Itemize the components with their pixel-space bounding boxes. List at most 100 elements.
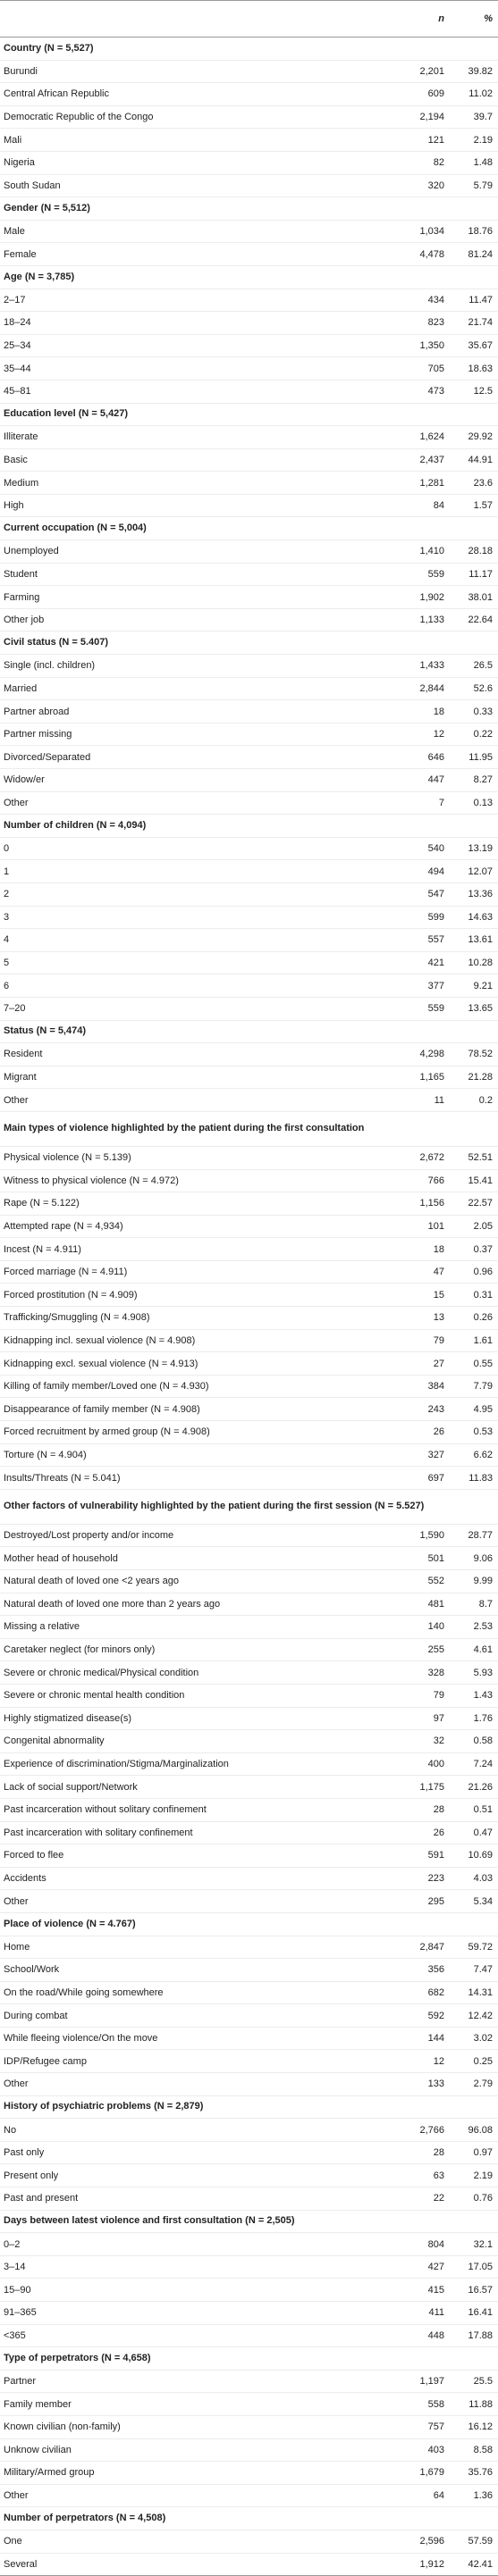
data-row: Kidnapping incl. sexual violence (N = 4.… [0, 1329, 498, 1353]
percent-cell: 1.57 [448, 494, 498, 518]
count-cell: 1,175 [391, 1775, 448, 1799]
data-row: Student 559 11.17 [0, 563, 498, 587]
row-label: Highly stigmatized disease(s) [0, 1707, 391, 1731]
percent-cell: 39.82 [448, 60, 498, 84]
data-row: Forced recruitment by armed group (N = 4… [0, 1420, 498, 1444]
row-label: <365 [0, 2324, 391, 2348]
count-cell: 448 [391, 2324, 448, 2348]
data-row: Mother head of household 501 9.06 [0, 1546, 498, 1570]
section-row: Current occupation (N = 5,004) [0, 516, 498, 541]
data-row: Past incarceration without solitary conf… [0, 1798, 498, 1822]
percent-cell: 14.31 [448, 1981, 498, 2005]
row-label: Severe or chronic medical/Physical condi… [0, 1660, 391, 1685]
count-cell: 11 [391, 1088, 448, 1112]
count-cell: 1,133 [391, 608, 448, 632]
row-label: Killing of family member/Loved one (N = … [0, 1375, 391, 1399]
section-title: Number of children (N = 4,094) [0, 814, 498, 838]
count-cell: 2,847 [391, 1936, 448, 1960]
percent-cell: 14.63 [448, 906, 498, 930]
percent-cell: 16.12 [448, 2415, 498, 2439]
data-row: Medium 1,281 23.6 [0, 471, 498, 495]
count-cell: 705 [391, 356, 448, 381]
data-row: No 2,766 96.08 [0, 2118, 498, 2142]
count-cell: 32 [391, 1729, 448, 1753]
data-row: Natural death of loved one <2 years ago 5… [0, 1569, 498, 1593]
row-label: Central African Republic [0, 82, 391, 106]
percent-cell: 28.77 [448, 1524, 498, 1548]
count-cell: 501 [391, 1546, 448, 1570]
count-cell: 1,590 [391, 1524, 448, 1548]
count-cell: 415 [391, 2278, 448, 2302]
section-title: Current occupation (N = 5,004) [0, 516, 498, 541]
count-cell: 79 [391, 1329, 448, 1353]
count-cell: 1,034 [391, 220, 448, 244]
percent-cell: 0.37 [448, 1237, 498, 1261]
percent-cell: 9.99 [448, 1569, 498, 1593]
row-label: Other [0, 791, 391, 815]
row-label: Student [0, 563, 391, 587]
data-row: Democratic Republic of the Congo 2,194 39.… [0, 105, 498, 130]
data-row: Other 64 1.36 [0, 2484, 498, 2508]
section-title: Status (N = 5,474) [0, 1020, 498, 1044]
data-row: Physical violence (N = 5.139) 2,672 52.51 [0, 1146, 498, 1170]
count-cell: 2,437 [391, 448, 448, 473]
data-row: Accidents 223 4.03 [0, 1867, 498, 1891]
percent-cell: 2.05 [448, 1215, 498, 1239]
row-label: Past only [0, 2141, 391, 2165]
section-row: Other factors of vulnerability highlight… [0, 1489, 498, 1525]
row-label: Nigeria [0, 151, 391, 175]
data-row: During combat 592 12.42 [0, 2003, 498, 2028]
row-label: Accidents [0, 1867, 391, 1891]
count-cell: 697 [391, 1466, 448, 1490]
row-label: Mother head of household [0, 1546, 391, 1570]
percent-cell: 0.2 [448, 1088, 498, 1112]
data-row: Witness to physical violence (N = 4.972)… [0, 1169, 498, 1193]
data-row: 35–44 705 18.63 [0, 356, 498, 381]
data-row: 3 599 14.63 [0, 906, 498, 930]
row-label: 7–20 [0, 997, 391, 1021]
row-label: Trafficking/Smuggling (N = 4.908) [0, 1306, 391, 1330]
percent-cell: 0.76 [448, 2187, 498, 2211]
row-label: No [0, 2118, 391, 2142]
count-cell: 12 [391, 723, 448, 747]
percent-cell: 0.58 [448, 1729, 498, 1753]
count-cell: 1,912 [391, 2553, 448, 2576]
count-cell: 552 [391, 1569, 448, 1593]
data-row: Female 4,478 81.24 [0, 242, 498, 266]
data-row: Incest (N = 4.911) 18 0.37 [0, 1237, 498, 1261]
data-row: Forced to flee 591 10.69 [0, 1844, 498, 1868]
data-row: 2–17 434 11.47 [0, 289, 498, 313]
count-cell: 1,156 [391, 1192, 448, 1216]
data-row: On the road/While going somewhere 682 14.3… [0, 1981, 498, 2005]
data-row: 2 547 13.36 [0, 882, 498, 907]
data-row: Highly stigmatized disease(s) 97 1.76 [0, 1707, 498, 1731]
row-label: 15–90 [0, 2278, 391, 2302]
percent-cell: 26.5 [448, 654, 498, 678]
row-label: Medium [0, 471, 391, 495]
data-row: Divorced/Separated 646 11.95 [0, 745, 498, 769]
count-cell: 82 [391, 151, 448, 175]
count-cell: 547 [391, 882, 448, 907]
percent-cell: 38.01 [448, 585, 498, 609]
percent-cell: 2.53 [448, 1615, 498, 1639]
percent-cell: 13.61 [448, 928, 498, 952]
count-cell: 356 [391, 1958, 448, 1982]
count-cell: 2,596 [391, 2530, 448, 2554]
data-row: Male 1,034 18.76 [0, 220, 498, 244]
percent-cell: 2.79 [448, 2072, 498, 2096]
row-label: 5 [0, 951, 391, 975]
percent-cell: 5.93 [448, 1660, 498, 1685]
count-cell: 79 [391, 1684, 448, 1708]
count-cell: 133 [391, 2072, 448, 2096]
count-cell: 646 [391, 745, 448, 769]
row-label: Rape (N = 5.122) [0, 1192, 391, 1216]
data-row: Missing a relative 140 2.53 [0, 1615, 498, 1639]
section-title: Country (N = 5,527) [0, 37, 498, 61]
percent-cell: 1.36 [448, 2484, 498, 2508]
percent-cell: 7.24 [448, 1752, 498, 1777]
percent-cell: 17.05 [448, 2255, 498, 2279]
data-row: Torture (N = 4.904) 327 6.62 [0, 1443, 498, 1468]
row-label: Divorced/Separated [0, 745, 391, 769]
percent-cell: 10.28 [448, 951, 498, 975]
